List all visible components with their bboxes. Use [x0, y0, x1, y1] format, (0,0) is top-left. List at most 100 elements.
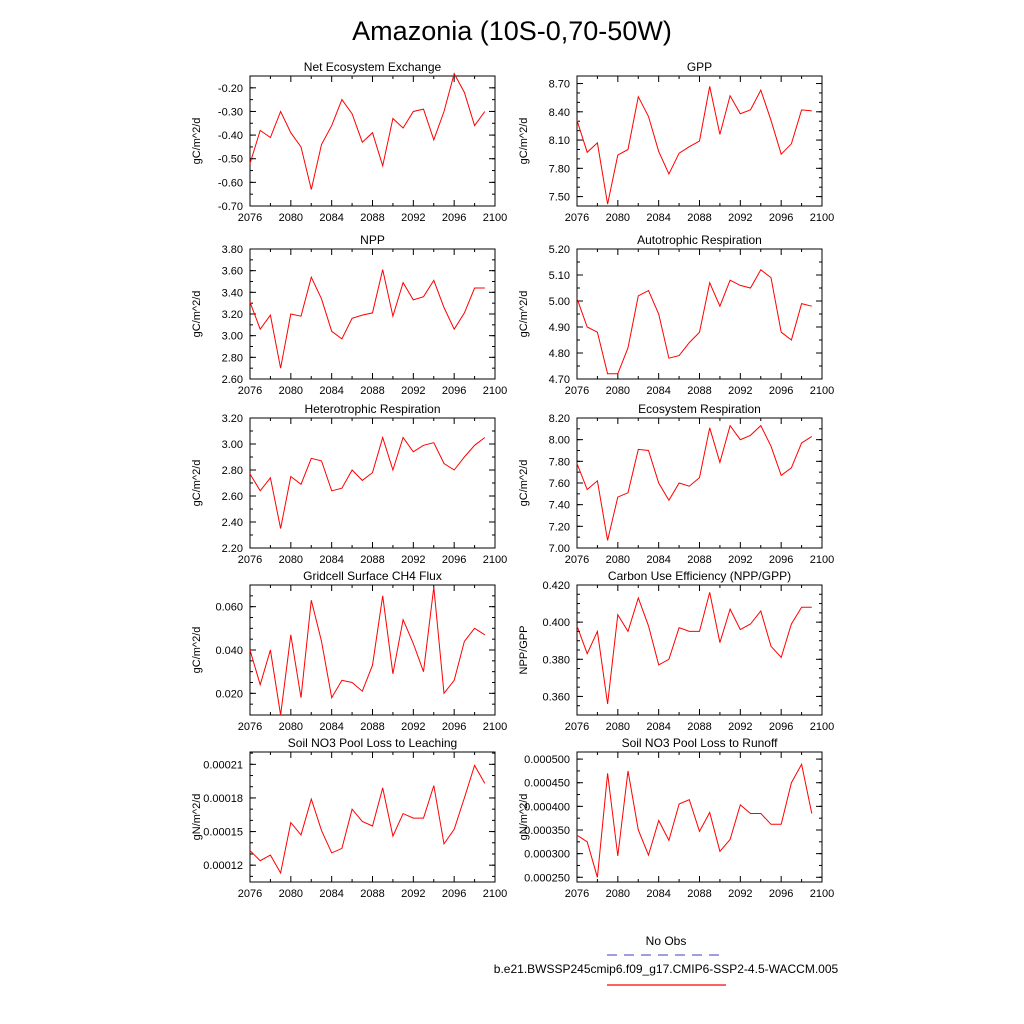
x-tick-label: 2088 [687, 888, 711, 900]
y-tick-label: 3.60 [222, 266, 243, 278]
y-tick-label: 0.00018 [203, 793, 243, 805]
y-tick-label: 0.020 [215, 688, 243, 700]
y-tick-label: 0.380 [542, 654, 570, 666]
y-tick-label: 8.70 [549, 79, 570, 91]
x-tick-label: 2092 [728, 554, 752, 566]
y-axis-label: gC/m^2/d [191, 291, 203, 338]
x-tick-label: 2092 [401, 385, 425, 397]
y-tick-label: 0.000350 [524, 825, 570, 837]
x-tick-label: 2076 [565, 385, 589, 397]
y-tick-label: -0.20 [218, 83, 243, 95]
panel-title: Heterotrophic Respiration [304, 402, 440, 416]
x-tick-label: 2100 [810, 212, 834, 224]
x-tick-label: 2092 [728, 721, 752, 733]
panel-title: Soil NO3 Pool Loss to Runoff [622, 736, 779, 750]
y-tick-label: 2.80 [222, 352, 243, 364]
x-tick-label: 2096 [769, 554, 793, 566]
x-tick-label: 2096 [769, 212, 793, 224]
series-line [576, 762, 813, 878]
panels: Net Ecosystem Exchange gC/m^2/d 2076 2080 20… [191, 60, 834, 900]
x-tick-label: 2076 [565, 888, 589, 900]
series-line [249, 435, 486, 529]
y-axis-label: gC/m^2/d [191, 460, 203, 507]
x-tick-label: 2100 [483, 212, 507, 224]
y-tick-label: 0.000300 [524, 849, 570, 861]
x-tick-label: 2080 [606, 212, 630, 224]
x-tick-label: 2088 [360, 212, 384, 224]
figure-title: Amazonia (10S-0,70-50W) [352, 16, 672, 46]
x-tick-label: 2100 [810, 888, 834, 900]
x-tick-label: 2096 [769, 888, 793, 900]
y-tick-label: 3.00 [222, 439, 243, 451]
x-tick-label: 2080 [606, 385, 630, 397]
x-tick-label: 2080 [279, 212, 303, 224]
panel-3: Autotrophic Respiration gC/m^2/d 2076 2080 2… [518, 233, 834, 397]
y-tick-label: 0.360 [542, 691, 570, 703]
y-tick-label: 0.420 [542, 580, 570, 592]
y-tick-label: 2.80 [222, 465, 243, 477]
series-line [249, 269, 485, 369]
y-tick-label: 2.60 [222, 491, 243, 503]
x-tick-label: 2080 [279, 888, 303, 900]
panel-title: Soil NO3 Pool Loss to Leaching [288, 736, 457, 750]
panel-8: Soil NO3 Pool Loss to Leaching gN/m^2/d 20… [191, 736, 507, 900]
y-tick-label: -0.30 [218, 106, 243, 118]
y-tick-label: 7.80 [549, 456, 570, 468]
series-line [576, 269, 812, 375]
x-tick-label: 2096 [442, 554, 466, 566]
legend-obs-label: No Obs [646, 934, 687, 948]
y-tick-label: -0.50 [218, 154, 243, 166]
x-tick-label: 2084 [646, 385, 670, 397]
y-tick-label: 5.00 [549, 296, 570, 308]
x-tick-label: 2096 [442, 212, 466, 224]
panel-title: Gridcell Surface CH4 Flux [303, 569, 442, 583]
x-tick-label: 2088 [687, 385, 711, 397]
y-axis-label: gC/m^2/d [518, 460, 530, 507]
y-tick-label: 0.400 [542, 617, 570, 629]
series-line [249, 72, 486, 190]
x-tick-label: 2100 [483, 888, 507, 900]
x-tick-label: 2092 [401, 721, 425, 733]
y-tick-label: 0.000500 [524, 754, 570, 766]
y-tick-label: 0.040 [215, 645, 243, 657]
panel-7: Carbon Use Efficiency (NPP/GPP) NPP/GPP 20… [518, 569, 834, 733]
x-tick-label: 2076 [565, 554, 589, 566]
x-tick-label: 2088 [360, 888, 384, 900]
y-axis-label: gC/m^2/d [518, 291, 530, 338]
y-tick-label: 4.70 [549, 374, 570, 386]
panel-0: Net Ecosystem Exchange gC/m^2/d 2076 2080 20… [191, 60, 507, 224]
x-tick-label: 2096 [442, 385, 466, 397]
plot-frame [576, 751, 823, 883]
x-tick-label: 2076 [238, 212, 262, 224]
x-tick-label: 2076 [238, 888, 262, 900]
y-tick-label: 2.20 [222, 543, 243, 555]
x-tick-label: 2088 [687, 212, 711, 224]
y-axis-label: gC/m^2/d [191, 627, 203, 674]
x-tick-label: 2084 [646, 888, 670, 900]
series-line [576, 86, 812, 205]
x-tick-label: 2092 [728, 385, 752, 397]
y-tick-label: -0.70 [218, 201, 243, 213]
x-tick-label: 2080 [606, 888, 630, 900]
x-tick-label: 2080 [279, 385, 303, 397]
y-axis-label: NPP/GPP [518, 626, 530, 675]
y-tick-label: 0.00012 [203, 860, 243, 872]
y-tick-label: 5.10 [549, 270, 570, 282]
x-tick-label: 2088 [687, 554, 711, 566]
panel-title: GPP [687, 60, 712, 74]
y-axis-label: gC/m^2/d [191, 118, 203, 165]
x-tick-label: 2080 [606, 721, 630, 733]
series-line [576, 424, 813, 541]
panel-title: Carbon Use Efficiency (NPP/GPP) [608, 569, 791, 583]
y-tick-label: 7.80 [549, 163, 570, 175]
panel-9: Soil NO3 Pool Loss to Runoff gN/m^2/d 2076… [518, 736, 834, 900]
x-tick-label: 2092 [401, 888, 425, 900]
panel-title: Autotrophic Respiration [637, 233, 762, 247]
y-tick-label: 7.20 [549, 521, 570, 533]
panel-1: GPP gC/m^2/d 2076 2080 2084 2088 2092 2096 2100 7… [518, 60, 834, 224]
x-tick-label: 2076 [565, 721, 589, 733]
y-tick-label: 8.10 [549, 135, 570, 147]
y-tick-label: 8.20 [549, 413, 570, 425]
x-tick-label: 2100 [483, 385, 507, 397]
